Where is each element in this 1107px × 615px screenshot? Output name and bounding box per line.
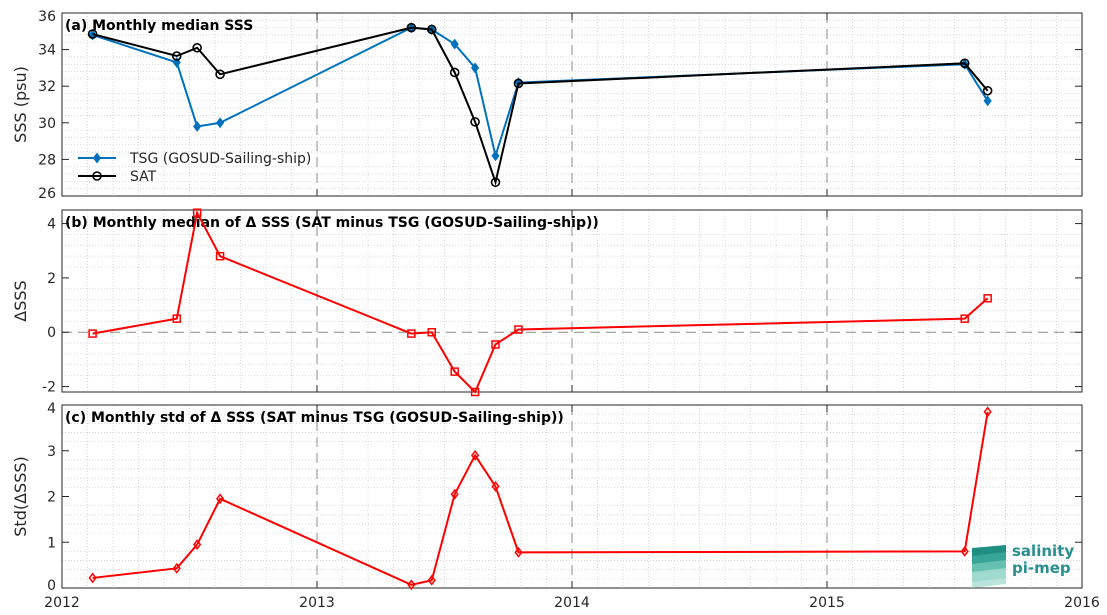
data-point — [88, 572, 97, 584]
data-point — [491, 150, 500, 162]
salinity-pi-mep-logo: salinity pi-mep — [972, 542, 1074, 588]
y-tick-label: 36 — [38, 9, 56, 25]
series-line — [92, 26, 989, 160]
y-axis-label: SSS (psu) — [11, 66, 30, 143]
data-point — [490, 177, 501, 188]
y-tick-label: 4 — [47, 401, 56, 417]
series-line — [92, 411, 989, 586]
axes-frame — [61, 209, 1083, 393]
data-point — [959, 58, 970, 69]
panel-title: (c) Monthly std of Δ SSS (SAT minus TSG … — [65, 410, 564, 426]
series-sat — [87, 22, 993, 188]
legend: TSG (GOSUD-Sailing-ship) SAT — [78, 151, 311, 185]
data-point — [471, 62, 480, 74]
data-point — [216, 117, 225, 129]
data-point — [407, 329, 416, 338]
y-tick-label: 2 — [47, 271, 56, 287]
data-point — [172, 562, 181, 574]
data-point — [470, 387, 480, 397]
panel-a: 26 28 30 32 34 36 SSS (psu) (a) Monthly median … — [11, 9, 1083, 202]
series-delta-sss — [88, 406, 992, 591]
series-delta-sss — [88, 208, 992, 397]
y-tick-label: 0 — [47, 325, 56, 341]
y-tick-label: -2 — [42, 380, 56, 396]
data-point — [193, 121, 202, 132]
data-point — [514, 546, 523, 558]
data-point — [192, 208, 202, 217]
y-tick-label: 26 — [38, 186, 56, 202]
data-point — [92, 152, 102, 164]
data-point — [983, 294, 992, 303]
x-tick-label: 2013 — [299, 595, 335, 611]
data-point — [172, 314, 181, 323]
y-tick-label: 2 — [47, 490, 56, 506]
data-point — [449, 67, 460, 78]
data-point — [491, 480, 500, 492]
y-tick-label: 3 — [47, 444, 56, 460]
data-point — [171, 51, 182, 61]
data-point — [471, 449, 480, 461]
data-point — [215, 69, 225, 80]
x-tick-label: 2015 — [809, 595, 845, 611]
data-point — [426, 24, 437, 35]
y-tick-label: 32 — [38, 79, 56, 95]
axes-frame — [61, 404, 1083, 589]
legend-label: TSG (GOSUD-Sailing-ship) — [129, 151, 311, 167]
y-tick-label: 4 — [47, 217, 56, 233]
data-point — [87, 29, 98, 39]
panel-b: -2 0 2 4 ΔSSS (b) Monthly median of Δ SSS (SA… — [11, 208, 1083, 397]
data-point — [193, 539, 202, 550]
data-point — [982, 85, 993, 96]
data-point — [514, 325, 523, 334]
data-point — [983, 95, 992, 107]
data-point — [216, 493, 225, 505]
data-point — [192, 42, 202, 53]
y-tick-label: 28 — [38, 152, 56, 168]
data-point — [427, 574, 436, 586]
axes-frame — [61, 12, 1083, 197]
series-line — [92, 209, 989, 394]
y-tick-label: 0 — [47, 578, 56, 594]
layered-waves-logo-icon — [972, 545, 1006, 588]
y-tick-label: 1 — [47, 535, 56, 551]
series-tsg-gosud-sailing-ship- — [88, 22, 992, 162]
x-tick-label: 2012 — [44, 595, 80, 611]
panel-title: (b) Monthly median of Δ SSS (SAT minus T… — [65, 215, 599, 231]
data-point — [407, 579, 416, 591]
data-point — [427, 327, 436, 337]
data-point — [960, 545, 969, 557]
data-point — [960, 314, 969, 323]
panel-title: (a) Monthly median SSS — [65, 18, 253, 34]
data-point — [450, 367, 459, 376]
data-point — [215, 251, 225, 261]
legend-label: SAT — [130, 169, 157, 185]
logo-text-salinity: salinity — [1012, 542, 1074, 560]
data-point — [983, 406, 992, 418]
data-point — [172, 56, 181, 68]
data-point — [513, 78, 524, 89]
data-point — [406, 22, 417, 33]
x-tick-label: 2014 — [554, 595, 590, 611]
data-point — [470, 117, 480, 127]
x-tick-label: 2016 — [1064, 595, 1100, 611]
data-point — [450, 488, 459, 500]
y-axis-label: ΔSSS — [11, 280, 30, 321]
y-tick-label: 34 — [38, 43, 56, 59]
data-point — [491, 340, 500, 349]
data-point — [92, 171, 102, 181]
y-axis-label: Std(ΔSSS) — [11, 456, 30, 536]
y-tick-label: 30 — [38, 116, 56, 132]
panel-c: 0 1 2 3 4 2012 2013 2014 2015 2016 Std(ΔSSS) (c) Mo… — [11, 401, 1100, 611]
data-point — [88, 329, 97, 338]
data-point — [450, 38, 459, 50]
logo-text-pi-mep: pi-mep — [1012, 559, 1071, 577]
